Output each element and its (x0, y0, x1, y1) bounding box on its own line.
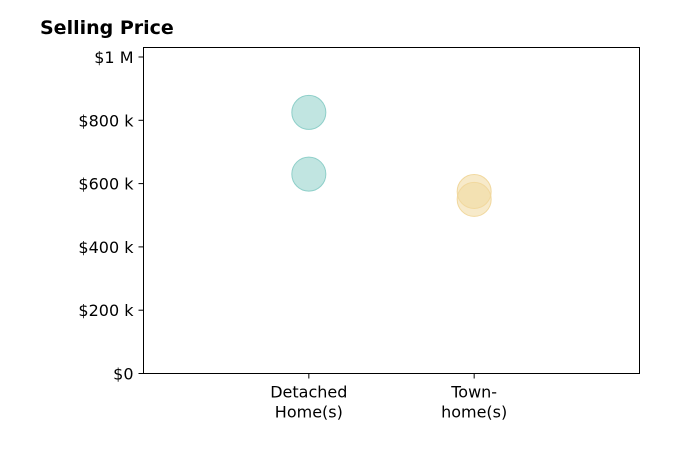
y-axis: $0 $200 k $400 k $600 k $800 k $1 M (78, 48, 144, 384)
x-tick-label: Home(s) (275, 403, 343, 422)
data-point (456, 181, 492, 217)
x-tick-label: home(s) (441, 403, 507, 422)
data-point (291, 94, 327, 130)
y-tick-label: $0 (113, 365, 133, 384)
y-tick-label: $800 k (78, 111, 134, 130)
y-tick-label: $400 k (78, 238, 134, 257)
data-point (291, 156, 327, 192)
y-tick-label: $600 k (78, 175, 134, 194)
y-tick-label: $1 M (94, 48, 133, 67)
y-tick-label: $200 k (78, 301, 134, 320)
data-points (291, 94, 492, 217)
x-tick-label: Detached (270, 383, 347, 402)
plot-frame (143, 47, 640, 374)
chart-title: Selling Price (40, 17, 174, 39)
x-tick-label: Town- (450, 383, 497, 402)
